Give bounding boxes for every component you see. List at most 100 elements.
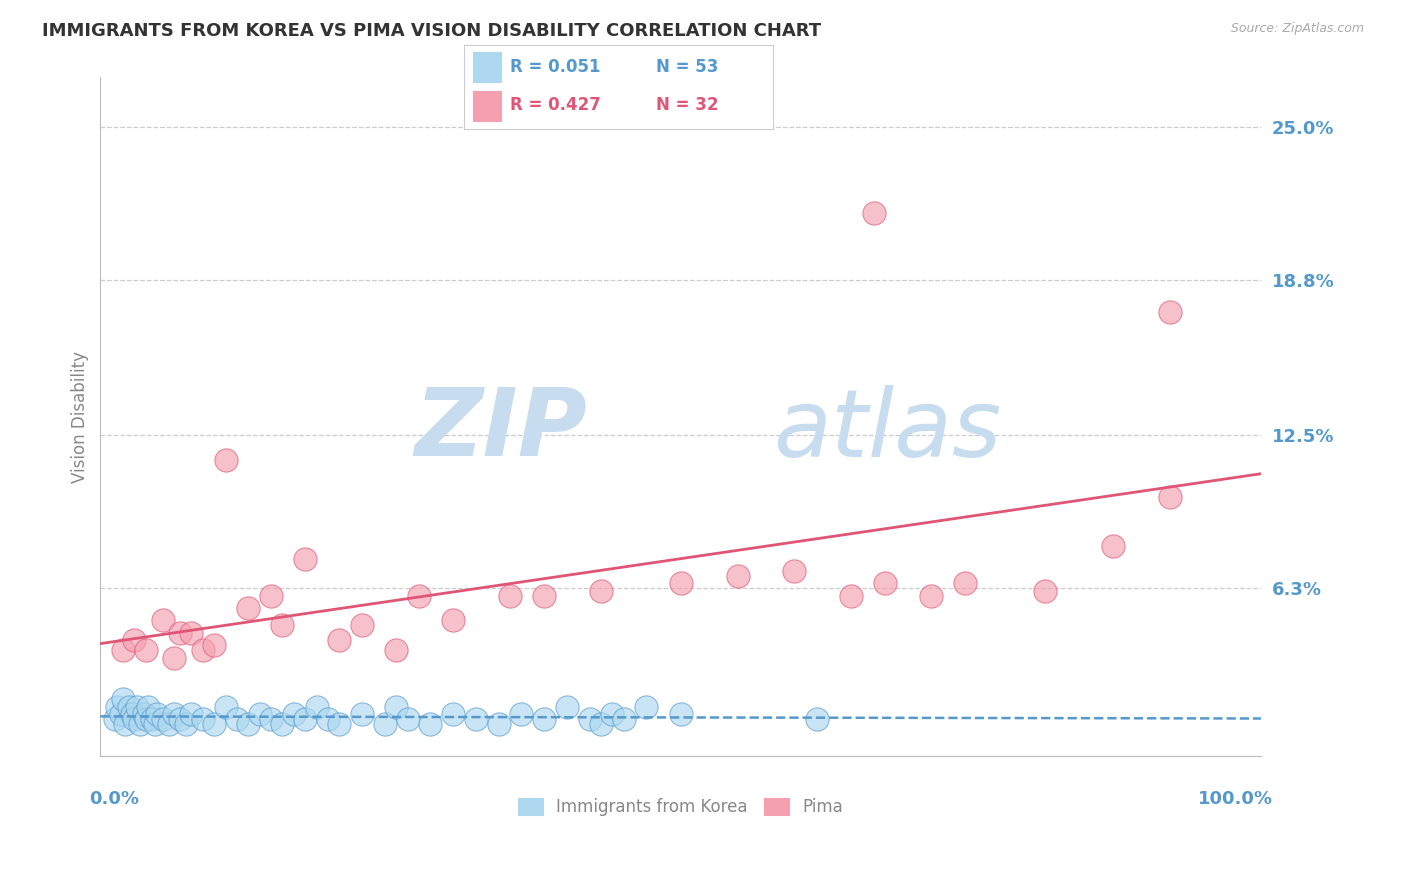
Point: [294, 551, 316, 566]
Point: [875, 576, 897, 591]
Text: R = 0.051: R = 0.051: [510, 58, 600, 76]
Point: [146, 707, 169, 722]
Point: [396, 712, 419, 726]
Point: [191, 643, 214, 657]
Point: [157, 717, 180, 731]
Text: Source: ZipAtlas.com: Source: ZipAtlas.com: [1230, 22, 1364, 36]
Point: [118, 699, 141, 714]
Y-axis label: Vision Disability: Vision Disability: [72, 351, 89, 483]
Bar: [474, 53, 501, 82]
Point: [727, 569, 749, 583]
Point: [441, 707, 464, 722]
Text: 100.0%: 100.0%: [1198, 789, 1272, 808]
Point: [374, 717, 396, 731]
Point: [441, 614, 464, 628]
Legend: Immigrants from Korea, Pima: Immigrants from Korea, Pima: [512, 791, 851, 822]
Point: [202, 638, 225, 652]
Point: [1033, 583, 1056, 598]
Point: [121, 707, 143, 722]
Point: [135, 643, 157, 657]
Point: [260, 589, 283, 603]
Point: [238, 717, 260, 731]
Point: [488, 717, 510, 731]
Point: [316, 712, 339, 726]
Point: [104, 712, 127, 726]
Point: [143, 717, 166, 731]
Point: [114, 717, 136, 731]
Point: [806, 712, 828, 726]
Point: [613, 712, 636, 726]
Point: [124, 712, 146, 726]
Point: [271, 618, 294, 632]
Point: [152, 614, 174, 628]
Point: [136, 699, 159, 714]
Point: [839, 589, 862, 603]
Point: [214, 453, 236, 467]
Point: [129, 717, 152, 731]
Point: [589, 583, 612, 598]
Text: atlas: atlas: [773, 385, 1001, 476]
Point: [350, 707, 373, 722]
Text: ZIP: ZIP: [415, 384, 588, 476]
Point: [294, 712, 316, 726]
Text: 0.0%: 0.0%: [89, 789, 139, 808]
Point: [225, 712, 247, 726]
Point: [174, 717, 197, 731]
Point: [180, 707, 202, 722]
Point: [249, 707, 271, 722]
Point: [555, 699, 578, 714]
Point: [419, 717, 441, 731]
Point: [350, 618, 373, 632]
Point: [533, 589, 555, 603]
Point: [533, 712, 555, 726]
Point: [260, 712, 283, 726]
Point: [107, 699, 129, 714]
Point: [152, 712, 174, 726]
Point: [283, 707, 305, 722]
Point: [669, 707, 692, 722]
Point: [863, 206, 886, 220]
Point: [271, 717, 294, 731]
Point: [1159, 305, 1181, 319]
Point: [141, 712, 163, 726]
Point: [1159, 490, 1181, 504]
Point: [191, 712, 214, 726]
Point: [163, 707, 186, 722]
Point: [110, 707, 132, 722]
Point: [125, 699, 148, 714]
Point: [464, 712, 486, 726]
Text: R = 0.427: R = 0.427: [510, 96, 602, 114]
Point: [328, 633, 350, 648]
Point: [169, 712, 191, 726]
Text: IMMIGRANTS FROM KOREA VS PIMA VISION DISABILITY CORRELATION CHART: IMMIGRANTS FROM KOREA VS PIMA VISION DIS…: [42, 22, 821, 40]
Point: [602, 707, 624, 722]
Point: [169, 625, 191, 640]
Point: [385, 643, 408, 657]
Point: [214, 699, 236, 714]
Point: [499, 589, 522, 603]
Point: [1102, 540, 1125, 554]
Point: [920, 589, 942, 603]
Text: N = 53: N = 53: [655, 58, 718, 76]
Point: [953, 576, 976, 591]
Point: [328, 717, 350, 731]
Point: [163, 650, 186, 665]
Point: [783, 564, 806, 578]
Point: [385, 699, 408, 714]
Point: [305, 699, 328, 714]
Point: [578, 712, 600, 726]
Point: [135, 712, 157, 726]
Point: [636, 699, 658, 714]
Point: [180, 625, 202, 640]
Point: [202, 717, 225, 731]
Point: [408, 589, 430, 603]
Point: [669, 576, 692, 591]
Point: [112, 692, 135, 706]
Point: [132, 707, 155, 722]
Text: N = 32: N = 32: [655, 96, 718, 114]
Bar: [474, 91, 501, 120]
Point: [238, 601, 260, 615]
Point: [112, 643, 135, 657]
Point: [124, 633, 146, 648]
Point: [510, 707, 533, 722]
